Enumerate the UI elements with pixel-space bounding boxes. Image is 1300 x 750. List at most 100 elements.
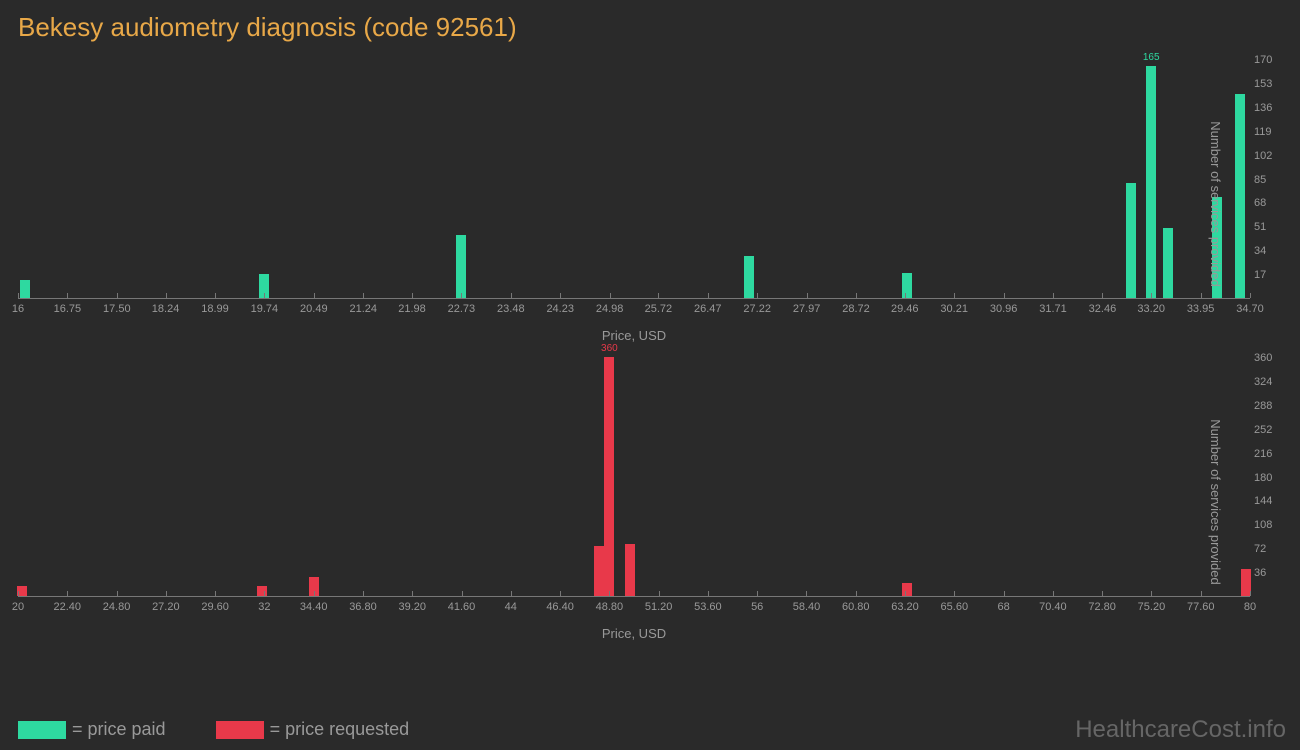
xtick: 29.60 xyxy=(201,601,229,613)
xtick: 58.40 xyxy=(793,601,821,613)
tick-mark xyxy=(18,591,19,596)
ytick: 17 xyxy=(1254,269,1266,281)
bar xyxy=(902,583,912,596)
tick-mark xyxy=(1250,293,1251,298)
xticks-top: 1616.7517.5018.2418.9919.7420.4921.2421.… xyxy=(18,303,1250,319)
bar xyxy=(744,256,754,298)
xtick: 22.73 xyxy=(448,303,476,315)
xtick: 18.24 xyxy=(152,303,180,315)
tick-mark xyxy=(462,591,463,596)
ytick: 216 xyxy=(1254,448,1272,460)
ytick: 360 xyxy=(1254,352,1272,364)
tick-mark xyxy=(461,293,462,298)
xtick: 24.23 xyxy=(546,303,574,315)
xtick: 30.96 xyxy=(990,303,1018,315)
tick-mark xyxy=(117,293,118,298)
ytick: 102 xyxy=(1254,150,1272,162)
bar xyxy=(1163,228,1173,298)
tick-mark xyxy=(905,293,906,298)
xtick: 29.46 xyxy=(891,303,919,315)
ytick: 153 xyxy=(1254,78,1272,90)
chart-price-paid: 165 1616.7517.5018.2418.9919.7420.4921.2… xyxy=(18,59,1250,349)
xtick: 23.48 xyxy=(497,303,525,315)
ytick: 34 xyxy=(1254,245,1266,257)
tick-mark xyxy=(560,293,561,298)
bar xyxy=(625,544,635,596)
chart-price-requested: 360 2022.4024.8027.2029.603234.4036.8039… xyxy=(18,357,1250,647)
legend-swatch-red xyxy=(216,721,264,739)
legend-swatch-green xyxy=(18,721,66,739)
tick-mark xyxy=(806,591,807,596)
ytick: 252 xyxy=(1254,424,1272,436)
plot-area-top: 165 xyxy=(18,59,1250,299)
ytick: 180 xyxy=(1254,472,1272,484)
tick-mark xyxy=(264,591,265,596)
tick-mark xyxy=(264,293,265,298)
xticks-bottom: 2022.4024.8027.2029.603234.4036.8039.204… xyxy=(18,601,1250,617)
xtick: 53.60 xyxy=(694,601,722,613)
xtick: 46.40 xyxy=(546,601,574,613)
tick-mark xyxy=(1151,591,1152,596)
xtick: 25.72 xyxy=(645,303,673,315)
tick-mark xyxy=(708,293,709,298)
yticks-bottom: 3672108144180216252288324360 xyxy=(1254,357,1288,597)
xtick: 33.20 xyxy=(1137,303,1165,315)
tick-mark xyxy=(954,591,955,596)
tick-mark xyxy=(807,293,808,298)
ytick: 119 xyxy=(1254,126,1272,138)
ytick: 72 xyxy=(1254,543,1266,555)
bar xyxy=(456,235,466,298)
legend-label-requested: = price requested xyxy=(270,719,410,740)
tick-mark xyxy=(1102,293,1103,298)
xtick: 56 xyxy=(751,601,763,613)
tick-mark xyxy=(905,591,906,596)
ytick: 36 xyxy=(1254,567,1266,579)
xtick: 16 xyxy=(12,303,24,315)
tick-mark xyxy=(1053,293,1054,298)
tick-mark xyxy=(511,591,512,596)
tick-mark xyxy=(757,591,758,596)
tick-mark xyxy=(1201,293,1202,298)
legend-item-requested: = price requested xyxy=(216,719,410,740)
xtick: 32.46 xyxy=(1089,303,1117,315)
xtick: 34.40 xyxy=(300,601,328,613)
tick-mark xyxy=(314,293,315,298)
bar xyxy=(594,546,604,596)
tick-mark xyxy=(609,591,610,596)
tick-mark xyxy=(412,591,413,596)
ytick: 85 xyxy=(1254,174,1266,186)
xtick: 24.98 xyxy=(596,303,624,315)
xtick: 80 xyxy=(1244,601,1256,613)
xtick: 18.99 xyxy=(201,303,229,315)
tick-mark xyxy=(856,293,857,298)
xtick: 17.50 xyxy=(103,303,131,315)
bar: 165 xyxy=(1146,66,1156,298)
tick-mark xyxy=(954,293,955,298)
xtick: 26.47 xyxy=(694,303,722,315)
xtick: 51.20 xyxy=(645,601,673,613)
tick-mark xyxy=(1004,293,1005,298)
tick-mark xyxy=(511,293,512,298)
ytick: 144 xyxy=(1254,495,1272,507)
tick-mark xyxy=(610,293,611,298)
xtick: 41.60 xyxy=(448,601,476,613)
xtick: 27.22 xyxy=(743,303,771,315)
tick-mark xyxy=(1004,591,1005,596)
xtick: 39.20 xyxy=(398,601,426,613)
xtick: 63.20 xyxy=(891,601,919,613)
ytick: 324 xyxy=(1254,376,1272,388)
ytick: 51 xyxy=(1254,221,1266,233)
tick-mark xyxy=(363,591,364,596)
xtick: 20 xyxy=(12,601,24,613)
ytick: 108 xyxy=(1254,519,1272,531)
bar xyxy=(20,280,30,298)
watermark: HealthcareCost.info xyxy=(1075,716,1286,744)
xtick: 22.40 xyxy=(54,601,82,613)
legend-label-paid: = price paid xyxy=(72,719,166,740)
xtick: 16.75 xyxy=(54,303,82,315)
tick-mark xyxy=(412,293,413,298)
ylabel-bottom: Number of services provided xyxy=(1208,419,1223,584)
xtick: 24.80 xyxy=(103,601,131,613)
tick-mark xyxy=(560,591,561,596)
tick-mark xyxy=(708,591,709,596)
